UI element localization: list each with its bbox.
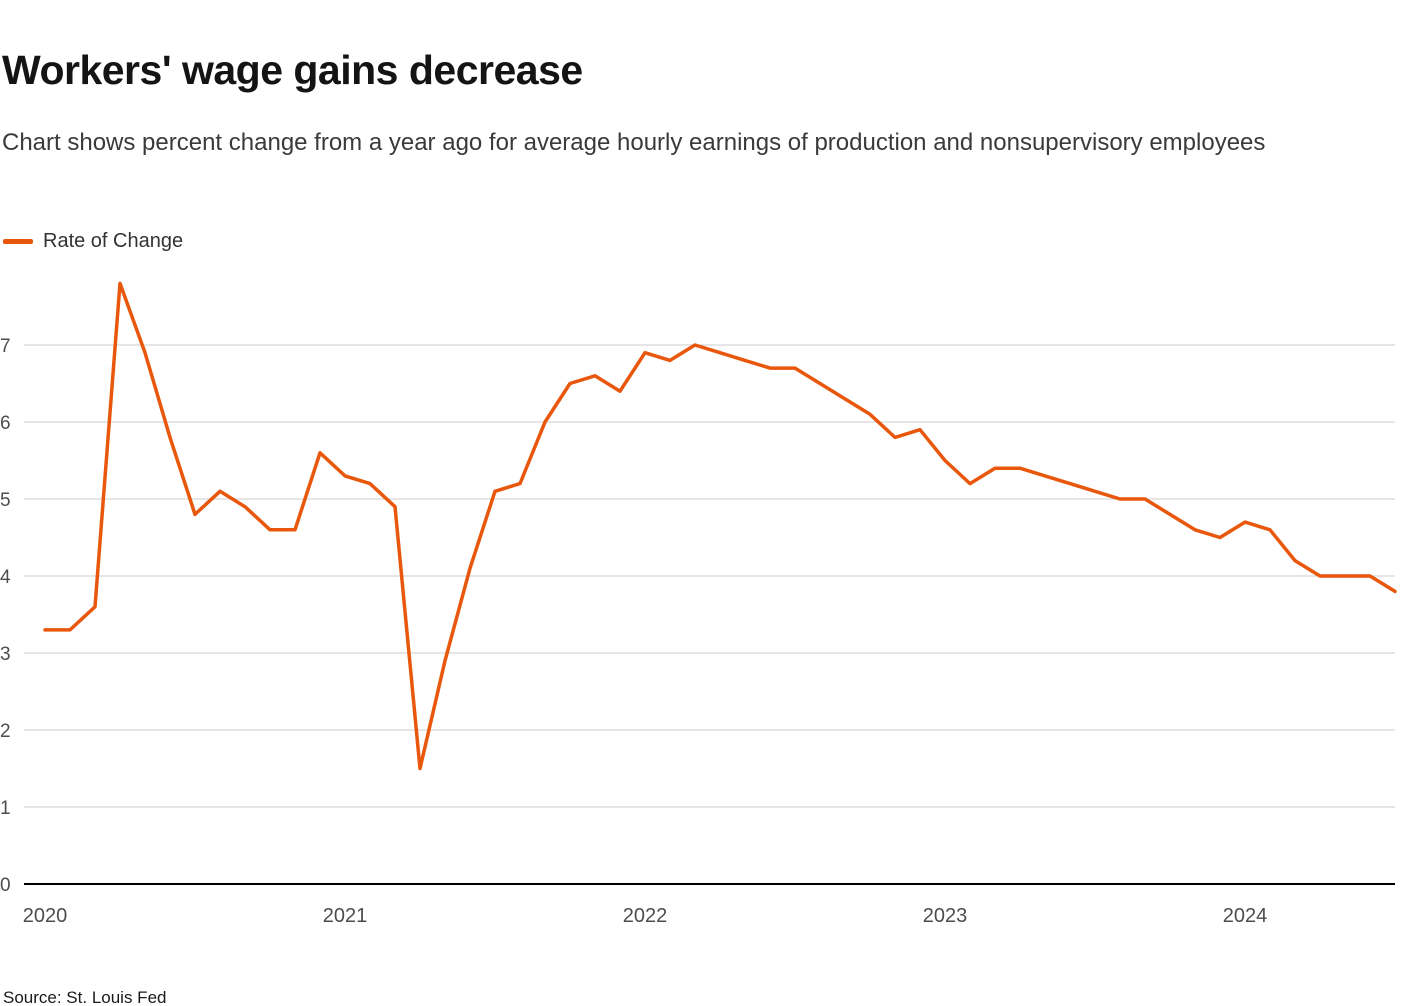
chart-subtitle: Chart shows percent change from a year a… <box>2 129 1266 156</box>
y-axis-tick-label: 1 <box>0 798 11 819</box>
page-title: Workers' wage gains decrease <box>2 47 583 94</box>
y-axis-tick-label: 7 <box>0 336 11 357</box>
rate-of-change-line <box>43 281 1397 771</box>
y-axis-tick-label: 6 <box>0 413 11 434</box>
legend-item-label: Rate of Change <box>43 230 184 252</box>
line-chart: 0 1 2 3 4 5 6 7 2020 2021 2022 2023 2024 <box>0 281 1397 927</box>
chart-legend: Rate of Change <box>3 230 183 253</box>
x-axis-tick-label: 2024 <box>1223 905 1268 927</box>
x-axis-tick-label: 2023 <box>923 905 968 927</box>
legend-line-swatch <box>3 239 33 244</box>
x-axis-tick-label: 2022 <box>623 905 668 927</box>
y-axis-tick-label: 2 <box>0 721 11 742</box>
y-axis-tick-label: 0 <box>0 875 11 896</box>
x-axis-tick-label: 2021 <box>323 905 368 927</box>
x-axis-tick-label: 2020 <box>23 905 68 927</box>
source-note: Source: St. Louis Fed <box>3 988 167 1006</box>
y-axis-tick-label: 5 <box>0 490 11 511</box>
y-axis-tick-label: 3 <box>0 644 11 665</box>
y-axis-tick-label: 4 <box>0 567 11 588</box>
